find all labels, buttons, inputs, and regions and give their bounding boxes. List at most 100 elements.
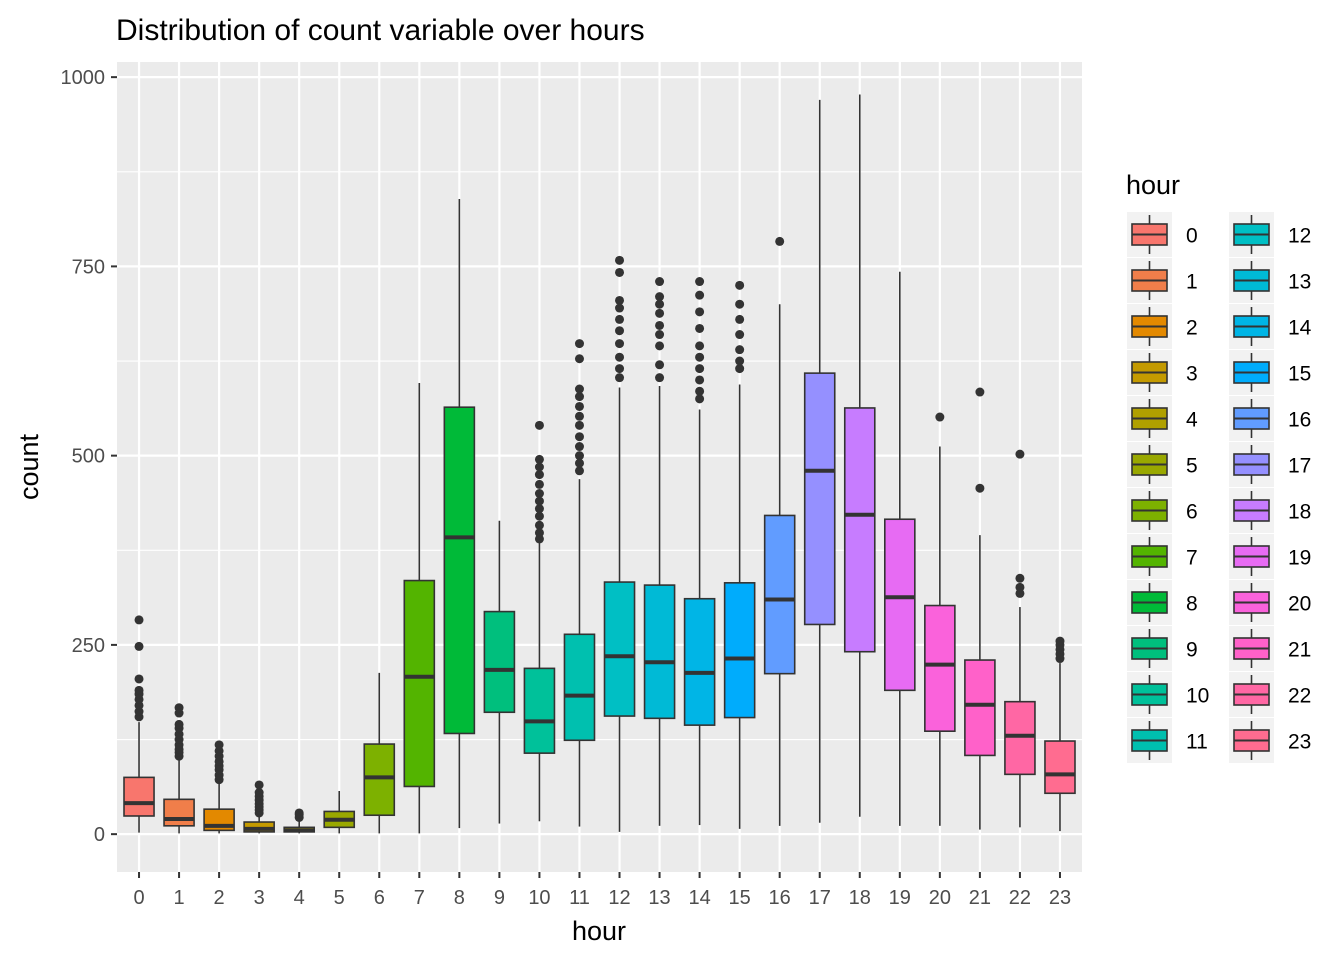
outlier-point [695,341,705,351]
legend-item-19: 19 [1229,534,1311,579]
outlier-point [534,420,544,430]
box-hour-22 [1004,449,1036,828]
outlier-point [534,454,544,464]
legend-label: 23 [1288,731,1311,754]
x-tick-label: 7 [414,887,425,909]
x-tick-label: 4 [294,887,305,909]
outlier-point [615,295,625,305]
x-tick-label: 14 [688,887,710,909]
box-hour-19 [883,271,916,826]
legend-item-6: 6 [1127,488,1198,533]
box-hour-5 [323,791,356,834]
x-tick-label: 9 [494,887,505,909]
legend-label: 5 [1186,455,1198,478]
plot-panel [117,62,1082,872]
outlier-point [695,375,705,385]
legend-item-22: 22 [1229,672,1311,717]
outlier-point [975,483,985,493]
legend-label: 17 [1288,455,1311,478]
box-hour-20 [924,412,956,826]
box-body [123,776,155,817]
y-tick-label: 250 [72,635,105,657]
box-hour-16 [763,236,796,826]
outlier-point [534,511,544,521]
outlier-point [1055,636,1065,646]
outlier-point [615,267,625,277]
x-tick-label: 8 [454,887,465,909]
legend-label: 4 [1186,409,1198,432]
legend-label: 18 [1288,501,1311,524]
legend-item-5: 5 [1127,442,1198,487]
box-hour-7 [403,382,436,834]
box-hour-11 [563,339,596,827]
outlier-point [655,292,665,302]
box-body [603,581,636,717]
box-hour-8 [443,199,476,829]
box-body [403,579,436,788]
legend-label: 6 [1186,501,1198,524]
outlier-point [695,290,705,300]
outlier-point [574,432,584,442]
x-tick-label: 20 [929,887,951,909]
outlier-point [655,320,665,330]
legend-label: 22 [1288,685,1311,708]
outlier-point [1015,573,1025,583]
outlier-point [574,354,584,364]
box-body [763,514,796,675]
y-tick-label: 0 [94,824,105,846]
outlier-point [735,330,745,340]
box-hour-18 [843,94,876,817]
legend-item-21: 21 [1229,626,1311,671]
legend-label: 19 [1288,547,1311,570]
boxes [123,94,1076,834]
outlier-point [574,384,584,394]
outlier-point [655,277,665,287]
y-axis: 0 250 500 750 1000 [61,67,117,846]
outlier-point [735,280,745,290]
box-body [1044,740,1076,795]
outlier-point [695,386,705,396]
outlier-point [735,364,745,374]
box-hour-6 [363,672,396,834]
legend-title: hour [1126,170,1180,200]
x-tick-label: 0 [133,887,144,909]
outlier-point [534,462,544,472]
legend-item-3: 3 [1127,350,1198,395]
outlier-point [534,528,544,538]
box-hour-0 [123,615,155,833]
x-tick-label: 3 [254,887,265,909]
chart-title: Distribution of count variable over hour… [116,14,645,47]
outlier-point [174,719,184,729]
outlier-point [695,277,705,287]
outlier-point [615,373,625,383]
box-hour-13 [643,277,676,826]
outlier-point [655,330,665,340]
legend-label: 9 [1186,639,1198,662]
x-tick-label: 23 [1049,887,1071,909]
outlier-point [655,360,665,370]
outlier-point [655,308,665,318]
outlier-point [1015,449,1025,459]
outlier-point [534,470,544,480]
box-body [163,798,195,827]
x-tick-label: 15 [729,887,751,909]
legend-item-15: 15 [1229,350,1311,395]
y-tick-label: 1000 [61,67,106,89]
x-tick-label: 12 [608,887,630,909]
box-hour-9 [483,520,516,824]
x-tick-label: 10 [528,887,550,909]
legend-label: 7 [1186,547,1198,570]
legend-item-2: 2 [1127,304,1198,349]
outlier-point [935,412,945,422]
legend-item-7: 7 [1127,534,1198,579]
x-tick-label: 18 [849,887,871,909]
legend-label: 20 [1288,593,1311,616]
legend-label: 21 [1288,639,1311,662]
box-body [443,406,476,735]
box-hour-23 [1044,636,1076,832]
outlier-point [574,466,584,476]
outlier-point [695,352,705,362]
outlier-point [695,364,705,374]
